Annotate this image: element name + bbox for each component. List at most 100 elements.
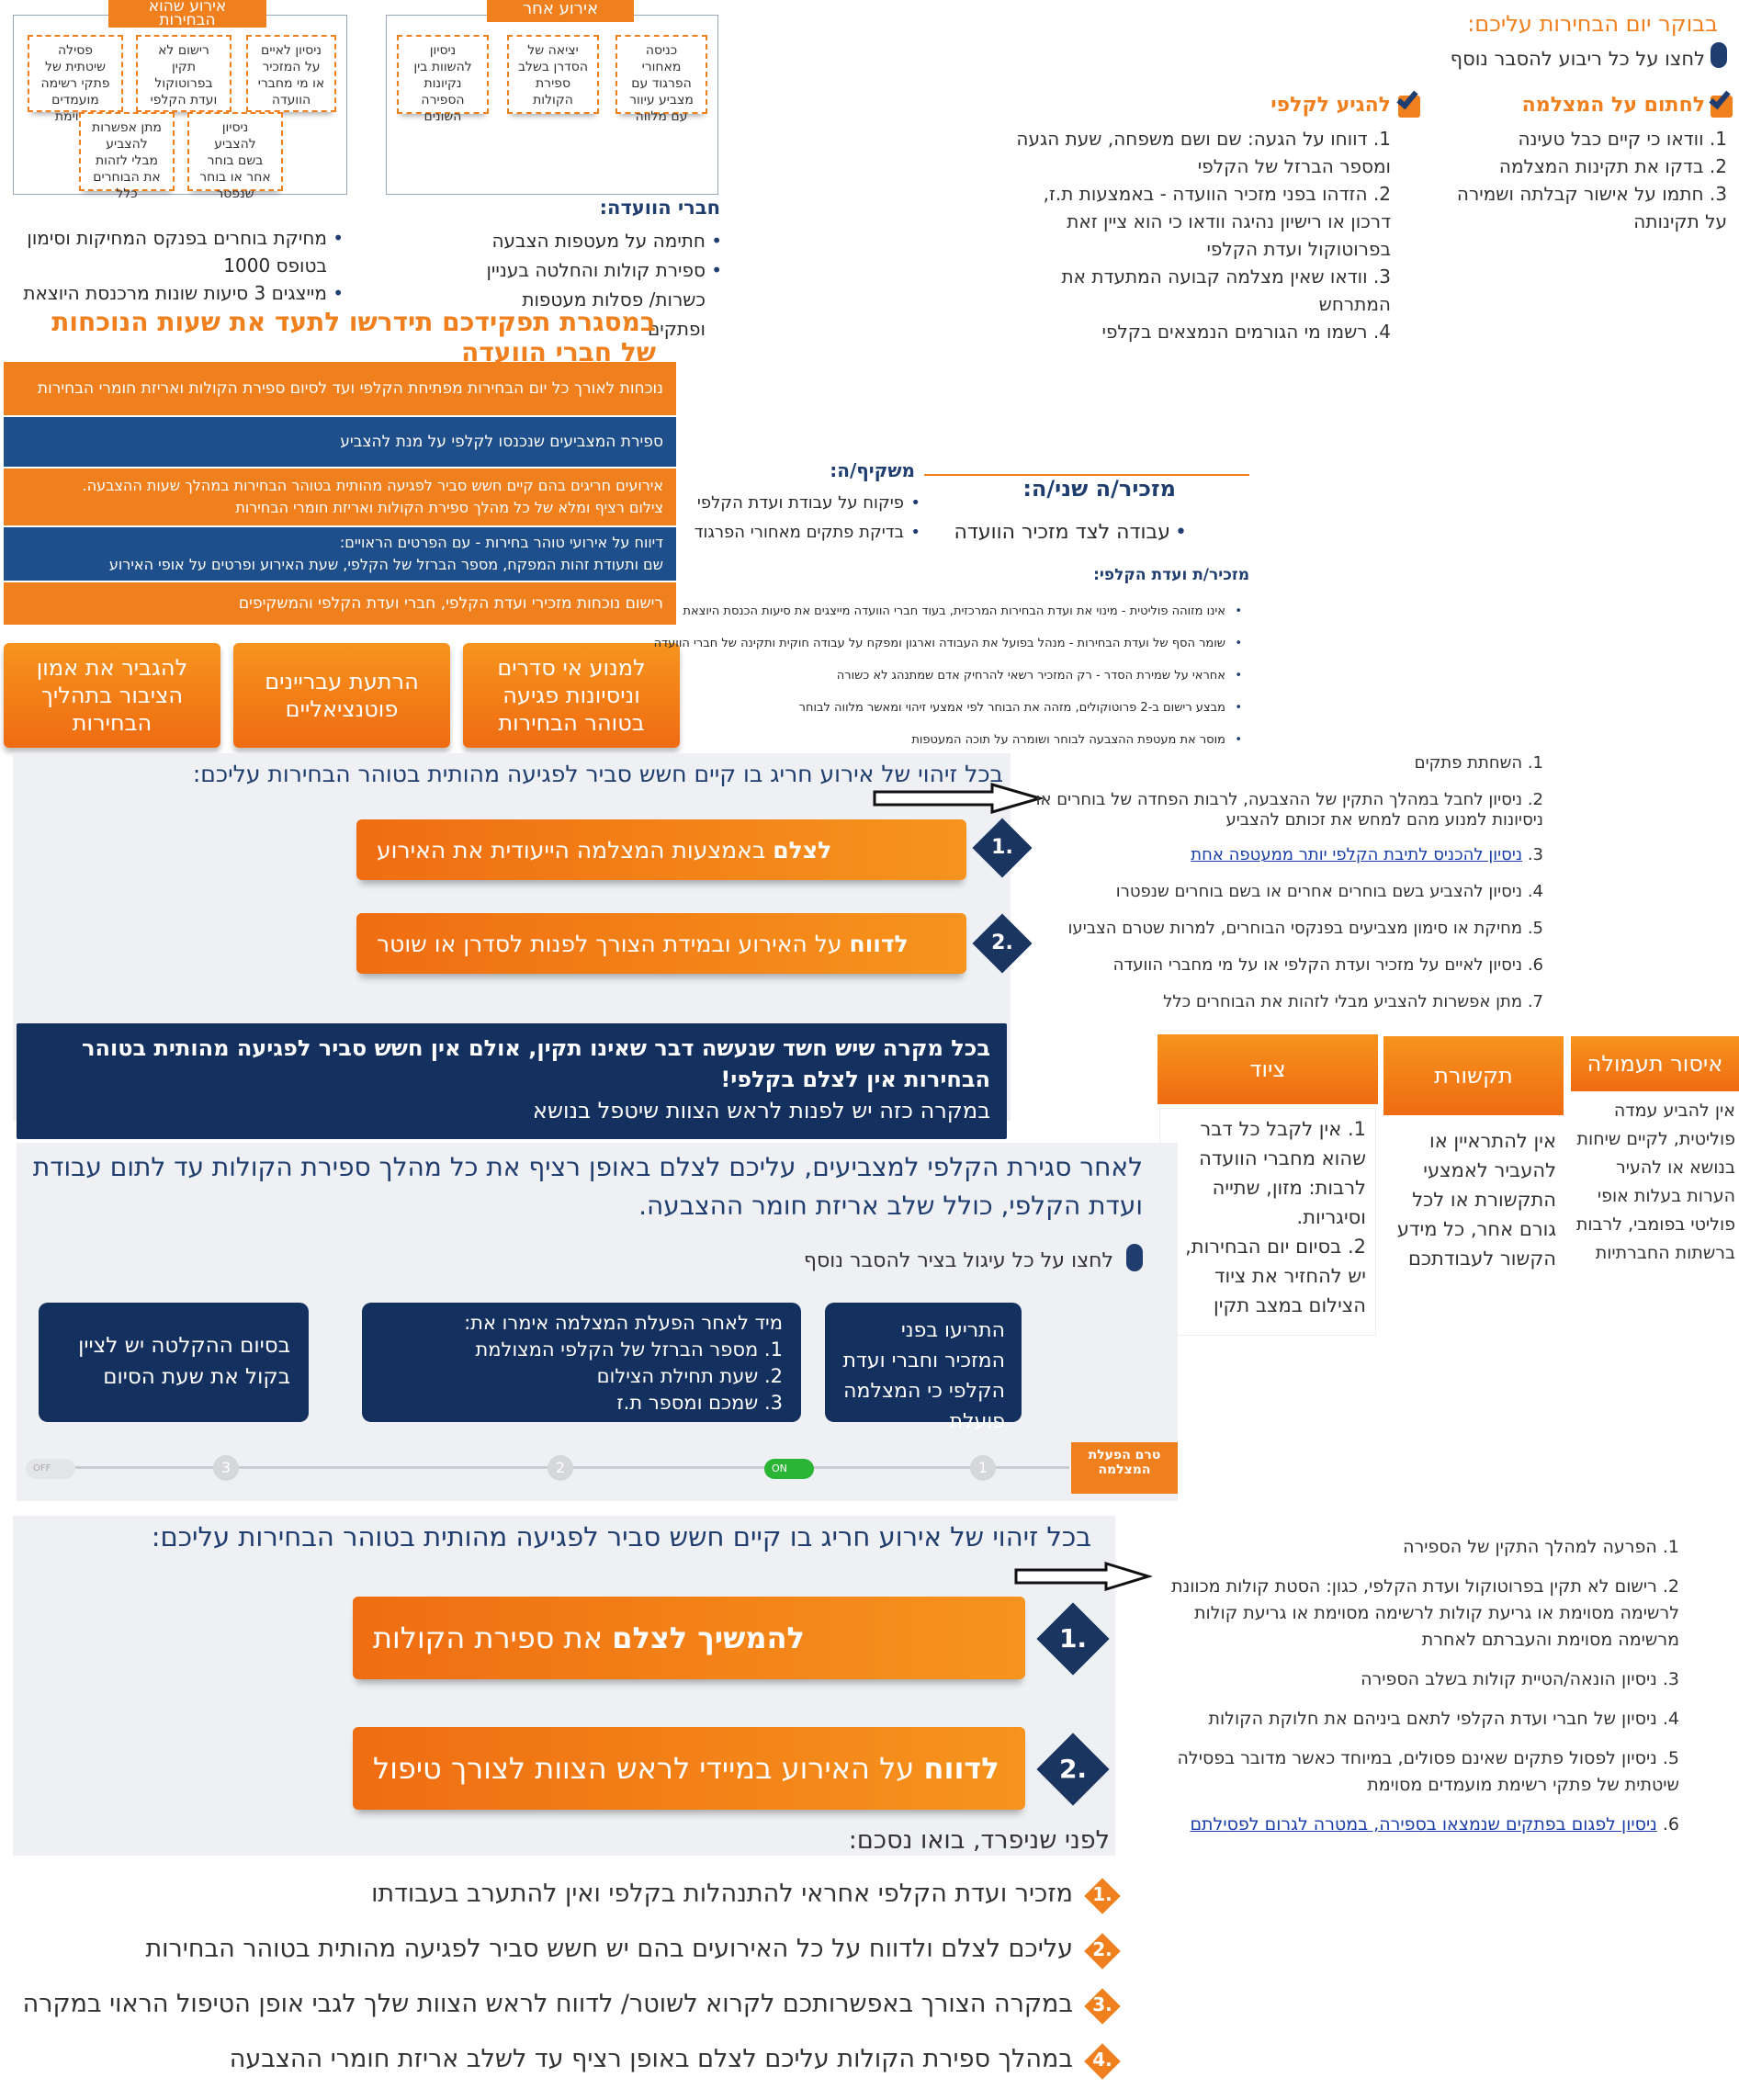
section1-intro: בכל זיהוי של אירוע חריג בו קיים חשש סביר… [192,761,1003,787]
column-body: אין להביע עמדה פוליטית, לקיים שיחות בנוש… [1571,1095,1739,1279]
diagram-box[interactable]: פסילה שיטתית של פתקי רשימה מועמדים מסוימ… [28,35,123,124]
list-item: 3. וודאו שאין מצלמה קבועה המתעדת את המתר… [1061,265,1391,315]
list-item[interactable]: 6. ניסיון לפגום בפתקים שנמצאו בספירה, במ… [1190,1814,1679,1835]
list-item: 4. ניסיון להצביע בשם בוחרים אחרים או בשם… [1115,882,1543,901]
column-body: 1. אין לקבל כל דבר שהוא מחברי הוועדה לרב… [1159,1108,1376,1336]
duty-strip: נוכחות לאורך כל יום הבחירות מפתיחת הקלפי… [4,362,676,415]
summary-number: 2. [1092,1938,1112,1960]
diagram-box[interactable]: מתן אפשרות להצביע מבלי לזהות את הבוחרים … [79,112,175,201]
list-item: 4. ניסיון של חברי ועדת הקלפי לתאם ביניהם… [1208,1709,1679,1729]
list-item: בדיקת פתקים מאחורי הפרגוד [680,518,920,548]
secretary2-list: עבודה לצד מזכיר הוועדה [928,518,1194,548]
no-photo-note: בכל מקרה שיש חשד שנעשה דבר שאינו תקין, א… [17,1023,1007,1139]
committee-left-list: מחיקת בוחרים בפנקס המחיקות וסימון בטופס … [9,224,351,307]
morning-heading: בבוקר יום הבחירות עליכם: [1467,11,1718,37]
diagram-right-title: אירוע אחר [487,0,634,22]
diagram-box[interactable]: ניסיון להצביע בשם בוחר אחר או בוחר שנפטר [187,112,283,201]
step-number: 2. [991,931,1013,954]
arrive-list: 1. דווחו על הגעה: שם ושם משפחה, שעת הגעה… [1001,125,1391,345]
list-item: אחראי על שמירת הסדר - רק המזכיר רשאי להר… [680,660,1242,692]
timeline-node[interactable]: 3 [213,1455,239,1481]
closing-hint[interactable]: לחצו על כל עיגול בציר להסבר נוסף [803,1249,1113,1272]
duty-strip: ספירת המצביעים שנכנסו לקלפי על מנת להצבי… [4,417,676,467]
list-item[interactable]: 3. ניסיון להכניס לתיבת הקלפי יותר ממעטפה… [1191,845,1543,864]
step-photograph[interactable]: לצלם באמצעות המצלמה הייעודית את האירוע [356,819,966,880]
list-item: 4. רשמו מי הגורמים הנמצאים בקלפי [1101,321,1391,343]
list-item: 2. ניסיון לחבל במהלך התקין של ההצבעה, לר… [1035,790,1543,830]
step-report[interactable]: לדווח על האירוע ובמידת הצורך לפנות לסדרן… [356,913,966,974]
toggle-on[interactable]: ON [764,1459,814,1479]
duty-strip: רישום נוכחות מזכירי ועדת הקלפי, חברי ועד… [4,582,676,625]
step-keep-filming[interactable]: להמשיך לצלם את ספירת הקולות [353,1597,1025,1679]
summary-item: במהלך ספירת הקולות עליכם לצלם באופן רציף… [229,2045,1073,2073]
timeline-start-label[interactable]: טרם הפעלת המצלמה [1071,1442,1178,1494]
list-item: אינו מזוהה פוליטית - מינוי את ועדת הבחיר… [680,595,1242,627]
step-number: 1. [991,836,1013,859]
camera-list: 1. וודאו כי קיים כבל טעינה 2. בדקו את תק… [1433,125,1727,235]
list-item: מוסר את מעטפת ההצבעה לבוחר ושומרה על תוכ… [680,724,1242,756]
list-item: 2. בדקו את תקינות המצלמה [1498,155,1727,177]
observer-title: משקיף/ה: [830,459,915,481]
list-item: מייצגים 3 סיעות שונות מרכנסת היוצאת [9,279,344,307]
summary-item: במקרה הצורך באפשרותכם לקרוא לשוטר/ לדווח… [22,1990,1073,2018]
step-report-immediately[interactable]: לדווח על האירוע במיידי לראש הצוות לצורך … [353,1727,1025,1810]
arrive-title[interactable]: להגיע לקלפי [1270,94,1391,117]
column-head[interactable]: תקשורת [1383,1036,1564,1115]
column-head[interactable]: איסור תעמולה [1571,1036,1739,1091]
list-item: 1. השחתת פתקים [1414,753,1543,773]
toggle-off[interactable]: OFF [26,1459,75,1479]
list-item: עבודה לצד מזכיר הוועדה [928,518,1187,548]
checkbox-icon [1711,96,1733,118]
committee-heading: חברי הוועדה: [599,197,720,219]
list-item: מבצע רישום ב-2 פרוטוקולים, מזהה את הבוחר… [680,692,1242,724]
closing-text: לאחר סגירת הקלפי למצביעים, עליכם לצלם בא… [32,1152,1143,1221]
checkbox-icon [1398,96,1420,118]
list-item: 3. חתמו על אישור קבלתה ושמירה על תקינותה [1456,183,1727,232]
diagram-box[interactable]: ניסיון לאיים על המזכיר או מי מחברי הוועד… [246,35,336,112]
morning-hint[interactable]: לחצו על כל ריבוע להסבר נוסף [1450,48,1705,70]
goal-tile[interactable]: למנוע אי סדרים וניסיונות פגיעה בטוהר הבח… [463,643,680,748]
list-item: ספירת קולות והחלטה בעניין כשרות/ פסלות מ… [478,255,722,344]
list-item: פיקוח על עבודת ועדת הקלפי [680,489,920,518]
list-item: חתימה על מעטפות הצבעה [478,226,722,255]
list-item: 5. ניסיון לפסול פתקים שאינם פסולים, במיו… [1177,1748,1679,1795]
summary-item: מזכיר ועדת הקלפי אחראי להתנהלות בקלפי וא… [371,1880,1073,1908]
goal-tile[interactable]: להגביר את אמון הציבור בתהליך הבחירות [4,643,220,748]
timeline-node[interactable]: 1 [970,1455,996,1481]
list-item: 2. הזדהו בפני מזכיר הוועדה - באמצעות ת.ז… [1043,183,1391,260]
list-item[interactable]: 5. מחיקת או סימון מצביעים בפנקסי הבוחרים… [1067,919,1543,938]
list-item: 3. ניסיון הונאה/הטיית קולות בשלב הספירה [1361,1669,1679,1689]
arrow-icon [1014,1562,1152,1591]
list-item: מחיקת בוחרים בפנקס המחיקות וסימון בטופס … [9,224,344,279]
summary-number: 1. [1092,1883,1112,1905]
camera-title[interactable]: לחתום על המצלמה [1521,94,1705,117]
timeline-box[interactable]: בסיום ההקלטה יש לציין בקול את שעת הסיום [39,1303,309,1422]
list-item: 6. ניסיון לאיים על מזכיר ועדת הקלפי או ע… [1112,955,1543,975]
list-item: 2. רישום לא תקין בפרוטוקול ועדת הקלפי, כ… [1171,1576,1679,1650]
note-text: בכל מקרה שיש חשד שנעשה דבר שאינו תקין, א… [82,1035,990,1092]
column-head[interactable]: ציוד [1157,1034,1378,1104]
incident-list-1: 1. השחתת פתקים 2. ניסיון לחבל במהלך התקי… [1029,753,1543,1012]
column-body: אין להתראיין או להעביר לאמצעי התקשורת או… [1383,1123,1564,1270]
morning-backdrop [928,0,1739,184]
list-item: שומר הסף של ועדת הבחירות - מנהל בפועל את… [654,627,1242,660]
mouse-icon [1126,1244,1143,1271]
step-number: 1. [1058,1623,1088,1654]
diagram-box[interactable]: רישום לא תקין בפרוטוקול ועדת הקלפי [136,35,231,112]
diagram-left-title: אירוע שהוא הבחירות [108,0,266,28]
committee-big-title: במסגרת תפקידכם תידרשו לתעד את שעות הנוכח… [51,307,656,367]
timeline-node[interactable]: 2 [548,1455,573,1481]
timeline-box[interactable]: מיד לאחר הפעלת המצלמה אימרו את: 1. מספר … [362,1303,801,1422]
secretary-list: אינו מזוהה פוליטית - מינוי את ועדת הבחיר… [654,595,1249,756]
committee-right-list: חתימה על מעטפות הצבעה ספירת קולות והחלטה… [478,226,729,344]
diagram-box[interactable]: כניסה מאחורי הפרגוד עם מצביע עיוור עם מל… [615,35,707,124]
diagram-box[interactable]: יציאה של הסדרן בשלב ספירת הקולות [507,35,599,114]
list-item: 1. הפרעה למהלך התקין של הספירה [1403,1537,1679,1557]
diagram-box[interactable]: ניסיון להשוות בין נקיונות הספירה השונים [397,35,489,124]
summary-item: עליכם לצלם ולדווח על כל האירועים בהם יש … [145,1935,1073,1963]
goal-tile[interactable]: הרתעת עבריינים פוטנציאליים [233,643,450,748]
summary-number: 4. [1092,2049,1112,2071]
list-item: 1. וודאו כי קיים כבל טעינה [1518,128,1727,150]
step-number: 2. [1058,1754,1088,1784]
timeline-box[interactable]: התריעו בפני המזכיר וחברי ועדת הקלפי כי ה… [825,1303,1022,1433]
